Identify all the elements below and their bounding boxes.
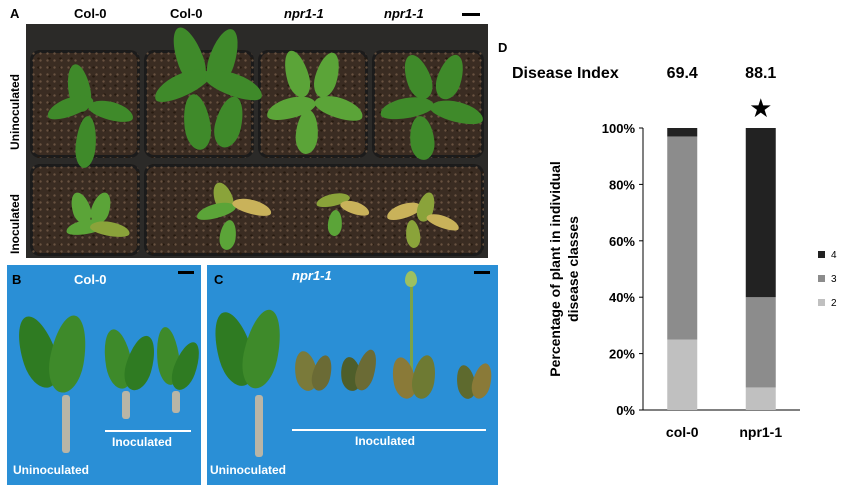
column-label-2: Col-0 [170, 6, 203, 21]
column-label-3: npr1-1 [284, 6, 324, 21]
significance-star: ★ [749, 93, 772, 123]
panel-label-a: A [10, 6, 20, 21]
disease-index-value: 88.1 [745, 65, 776, 82]
legend-label-class-2: 2 [831, 298, 837, 309]
y-tick-label: 80% [609, 177, 635, 192]
row-label-uninoculated: Uninoculated [8, 73, 22, 150]
y-tick-label: 40% [609, 290, 635, 305]
y-tick-label: 20% [609, 347, 635, 362]
column-label-4: npr1-1 [384, 6, 424, 21]
bar-segment-class-3 [667, 136, 698, 340]
legend-swatch-class-2 [818, 299, 825, 306]
y-tick-label: 100% [602, 121, 636, 136]
panel-c-inoculated-label: Inoculated [355, 434, 416, 448]
disease-index-label: Disease Index [512, 65, 619, 82]
panel-c-uninoculated-label: Uninoculated [210, 463, 287, 477]
disease-index-value: 69.4 [667, 65, 698, 82]
panel-b-inoculated-label: Inoculated [112, 435, 173, 449]
legend-swatch-class-3 [818, 275, 825, 282]
y-tick-label: 0% [616, 403, 635, 418]
bar-segment-class-3 [745, 297, 776, 388]
row-label-inoculated: Inoculated [8, 193, 22, 254]
photo-panel-b [7, 265, 205, 485]
stacked-bar-chart: 0% 20% 40% 60% 80% 100% Percentage of plant in… [512, 65, 837, 440]
legend-label-class-3: 3 [831, 274, 837, 285]
x-tick-label: col-0 [666, 424, 699, 440]
bar-segment-class-4 [667, 128, 698, 137]
photo-panel-c [207, 265, 498, 485]
column-label-1: Col-0 [74, 6, 107, 21]
x-tick-label: npr1-1 [739, 424, 782, 440]
panel-c-title: npr1-1 [292, 268, 332, 283]
photo-panel-a [26, 24, 488, 258]
scale-bar-c [474, 271, 490, 274]
scale-bar-b [178, 271, 194, 274]
inoculated-line-c [292, 429, 486, 431]
bar-segment-class-2 [745, 387, 776, 410]
bar-segment-class-4 [745, 128, 776, 298]
scale-bar-a [462, 13, 480, 16]
panel-b-uninoculated-label: Uninoculated [13, 463, 90, 477]
bar-segment-class-2 [667, 339, 698, 410]
panel-b-title: Col-0 [74, 272, 107, 287]
y-tick-label: 60% [609, 234, 635, 249]
panel-label-b: B [12, 272, 22, 287]
y-axis-label-line-1: Percentage of plant in individual [547, 161, 563, 376]
y-axis-label-line-2: disease classes [565, 216, 581, 322]
panel-label-d: D [498, 40, 508, 55]
legend-label-class-4: 4 [831, 250, 837, 261]
panel-label-c: C [214, 272, 224, 287]
inoculated-line-b [105, 430, 191, 432]
legend-swatch-class-4 [818, 251, 825, 258]
